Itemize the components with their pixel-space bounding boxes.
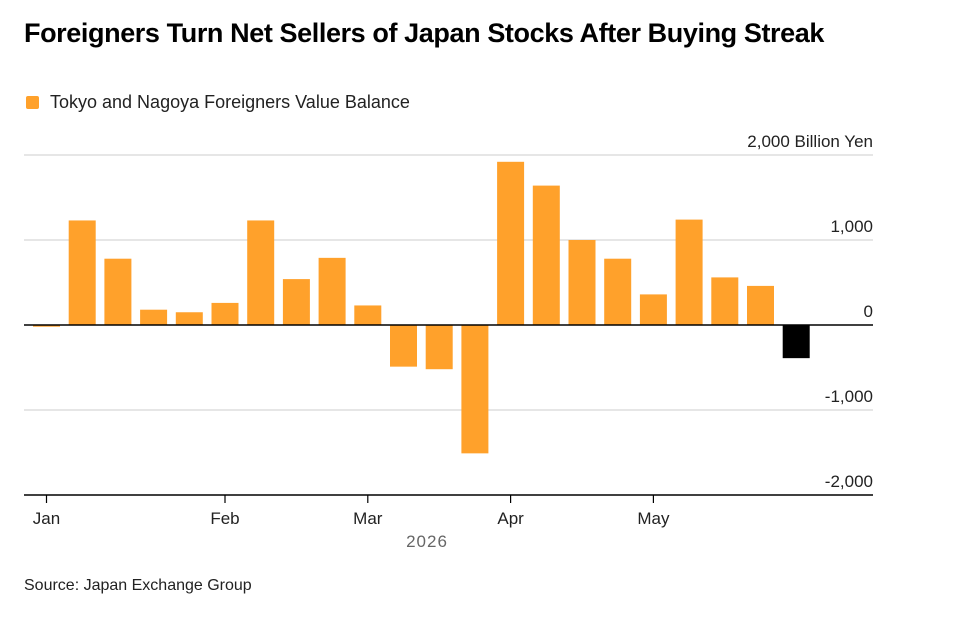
legend-swatch (26, 96, 39, 109)
legend: Tokyo and Nagoya Foreigners Value Balanc… (26, 92, 410, 113)
bar (425, 325, 453, 370)
bars-layer (33, 161, 810, 454)
bar (568, 240, 596, 325)
y-tick-label: 2,000 Billion Yen (747, 132, 873, 151)
y-axis-labels: 2,000 Billion Yen 1,000 0 -1,000 -2,000 (747, 132, 873, 491)
x-tick-label: Apr (497, 509, 524, 528)
bar (140, 309, 168, 325)
x-tick-label: Mar (353, 509, 383, 528)
grid-layer (24, 154, 873, 411)
bar (639, 294, 667, 325)
x-axis: Jan Feb Mar Apr May 2026 (24, 324, 873, 551)
bar (675, 219, 703, 325)
x-tick-label: May (637, 509, 670, 528)
x-tick-label: Jan (33, 509, 60, 528)
bar (604, 258, 632, 325)
bar (247, 220, 275, 325)
legend-label: Tokyo and Nagoya Foreigners Value Balanc… (50, 92, 410, 112)
bar (747, 285, 774, 325)
bar (211, 302, 239, 325)
bar (68, 220, 96, 325)
bar (782, 325, 810, 359)
y-tick-label: -1,000 (825, 387, 873, 406)
x-tick-label: Feb (210, 509, 239, 528)
bar (461, 325, 489, 454)
bar (532, 185, 560, 325)
bar (711, 277, 739, 325)
source-note: Source: Japan Exchange Group (24, 577, 252, 594)
y-tick-label: 0 (864, 302, 873, 321)
x-axis-year-label: 2026 (406, 532, 448, 551)
bar (104, 258, 132, 325)
bar (282, 279, 310, 325)
bar (33, 325, 60, 327)
bar (497, 161, 525, 325)
bar (175, 312, 203, 325)
bar (318, 257, 346, 325)
bar (354, 305, 382, 325)
chart-title: Foreigners Turn Net Sellers of Japan Sto… (24, 18, 825, 48)
y-tick-label: 1,000 (830, 217, 873, 236)
y-tick-label: -2,000 (825, 472, 873, 491)
bar (390, 325, 417, 367)
